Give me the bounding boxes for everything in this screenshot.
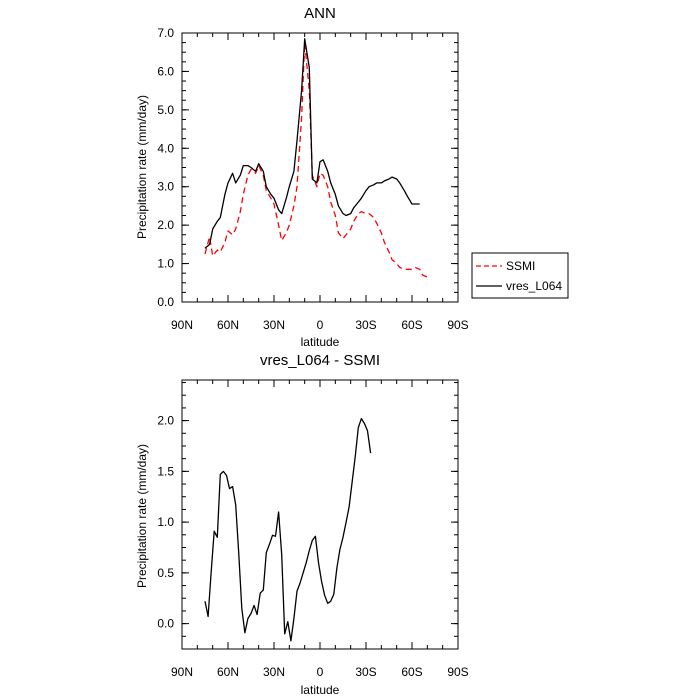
top-x-tick-label: 90N bbox=[171, 318, 193, 332]
bottom-x-tick-label: 0 bbox=[317, 665, 324, 679]
bottom-x-tick-label: 90N bbox=[171, 665, 193, 679]
top-y-tick-label: 7.0 bbox=[157, 26, 174, 40]
bottom-y-tick-label: 0.0 bbox=[157, 617, 174, 631]
legend-box bbox=[471, 252, 569, 299]
top-x-tick-label: 60N bbox=[217, 318, 239, 332]
bottom-plot-frame bbox=[181, 379, 459, 650]
top-y-tick-label: 3.0 bbox=[157, 180, 174, 194]
top-y-axis-label: Precipitation rate (mm/day) bbox=[135, 95, 149, 239]
bottom-x-tick-label: 30N bbox=[263, 665, 285, 679]
top-chart-title: ANN bbox=[304, 5, 336, 22]
top-y-tick-label: 0.0 bbox=[157, 295, 174, 309]
top-x-tick-label: 60S bbox=[401, 318, 422, 332]
legend-label-ssmi: SSMI bbox=[506, 259, 535, 273]
top-series-line-vres-l064 bbox=[204, 38, 420, 249]
bottom-x-tick-label: 30S bbox=[355, 665, 376, 679]
top-series-line-ssmi bbox=[204, 41, 431, 280]
bottom-x-tick-label: 60S bbox=[401, 665, 422, 679]
bottom-x-axis-label: latitude bbox=[301, 683, 340, 697]
bottom-series-line-vres-l064-ssmi bbox=[204, 417, 372, 642]
legend-label-vres: vres_L064 bbox=[506, 279, 562, 293]
top-plot-frame bbox=[181, 32, 459, 303]
bottom-y-tick-label: 1.0 bbox=[157, 515, 174, 529]
bottom-y-tick-label: 1.5 bbox=[157, 464, 174, 478]
bottom-y-tick-label: 2.0 bbox=[157, 414, 174, 428]
bottom-x-tick-label: 60N bbox=[217, 665, 239, 679]
top-y-tick-label: 6.0 bbox=[157, 64, 174, 78]
top-x-tick-label: 0 bbox=[317, 318, 324, 332]
top-panel: ANN latitude Precipitation rate (mm/day)… bbox=[135, 5, 469, 349]
bottom-panel: vres_L064 - SSMI latitude Precipitation … bbox=[135, 352, 469, 697]
top-x-tick-label: 30N bbox=[263, 318, 285, 332]
bottom-chart-title: vres_L064 - SSMI bbox=[260, 352, 380, 369]
top-x-axis-label: latitude bbox=[301, 335, 340, 349]
bottom-y-tick-label: 0.5 bbox=[157, 566, 174, 580]
top-x-tick-label: 30S bbox=[355, 318, 376, 332]
top-y-tick-label: 2.0 bbox=[157, 218, 174, 232]
top-y-tick-label: 5.0 bbox=[157, 103, 174, 117]
legend: SSMI vres_L064 bbox=[471, 252, 569, 299]
bottom-x-tick-label: 90S bbox=[447, 665, 468, 679]
bottom-y-axis-label: Precipitation rate (mm/day) bbox=[135, 444, 149, 588]
top-y-tick-label: 4.0 bbox=[157, 141, 174, 155]
top-x-tick-label: 90S bbox=[447, 318, 468, 332]
top-y-tick-label: 1.0 bbox=[157, 257, 174, 271]
